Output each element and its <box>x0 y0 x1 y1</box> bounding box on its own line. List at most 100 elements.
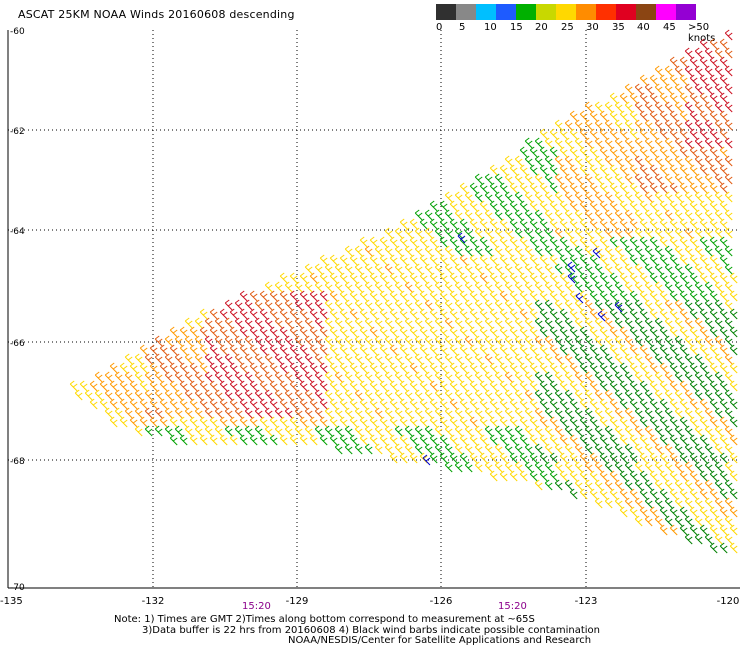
wind-barb <box>714 461 723 473</box>
wind-barb <box>424 317 433 329</box>
wind-barb <box>604 191 613 203</box>
wind-barb <box>624 461 633 473</box>
wind-barb <box>449 218 458 230</box>
wind-barb <box>549 164 558 176</box>
wind-barb <box>239 308 248 320</box>
wind-barb <box>594 407 603 419</box>
wind-barb <box>439 416 448 428</box>
wind-barb <box>719 398 728 410</box>
wind-barb <box>559 272 568 284</box>
wind-barb <box>429 290 438 302</box>
wind-barb <box>649 164 658 176</box>
wind-barb <box>164 407 173 419</box>
wind-barb <box>439 254 448 266</box>
wind-barb <box>659 272 668 284</box>
wind-barb <box>609 128 618 140</box>
wind-barb <box>654 497 663 509</box>
wind-barb <box>674 65 683 77</box>
wind-barb <box>674 335 683 347</box>
wind-barb <box>389 362 398 374</box>
wind-barb <box>704 443 713 455</box>
wind-barb <box>654 389 663 401</box>
wind-barb <box>704 191 713 203</box>
wind-barb <box>184 389 193 401</box>
wind-barb <box>574 443 583 455</box>
legend-swatch <box>636 4 656 20</box>
wind-barb <box>124 371 133 383</box>
wind-barb <box>624 191 633 203</box>
wind-barb <box>724 389 733 401</box>
wind-barb <box>104 371 113 383</box>
wind-barb <box>649 362 658 374</box>
wind-barb <box>609 434 618 446</box>
wind-barb <box>574 119 583 131</box>
wind-barb <box>584 119 593 131</box>
wind-barb <box>584 425 593 437</box>
wind-barb <box>154 425 163 437</box>
wind-barb <box>109 398 118 410</box>
wind-barb <box>389 254 398 266</box>
wind-barb <box>644 281 653 293</box>
wind-barb <box>659 290 668 302</box>
wind-barb <box>274 389 283 401</box>
wind-barb <box>669 110 678 122</box>
wind-barb <box>364 317 373 329</box>
wind-barb <box>179 416 188 428</box>
wind-barb <box>529 326 538 338</box>
wind-barb <box>694 461 703 473</box>
wind-barb <box>399 398 408 410</box>
wind-barb <box>594 281 603 293</box>
wind-barb <box>249 326 258 338</box>
wind-barb <box>309 308 318 320</box>
wind-barb <box>374 353 383 365</box>
wind-barb <box>184 317 193 329</box>
wind-barb <box>494 461 503 473</box>
wind-barb <box>424 209 433 221</box>
wind-barb <box>294 371 303 383</box>
wind-barb <box>644 371 653 383</box>
wind-barb <box>194 371 203 383</box>
wind-barb <box>414 353 423 365</box>
wind-barb <box>214 425 223 437</box>
wind-barb <box>189 326 198 338</box>
wind-barb <box>699 200 708 212</box>
wind-barb <box>409 380 418 392</box>
wind-barb <box>724 281 733 293</box>
wind-barb <box>464 371 473 383</box>
wind-barb <box>574 317 583 329</box>
wind-barb <box>294 299 303 311</box>
wind-barb <box>719 488 728 500</box>
wind-barb <box>124 353 133 365</box>
wind-barb <box>389 290 398 302</box>
wind-barb <box>524 137 533 149</box>
wind-barb <box>279 380 288 392</box>
wind-barb <box>549 182 558 194</box>
wind-barb <box>724 209 733 221</box>
wind-barb <box>669 524 678 536</box>
wind-barb <box>329 344 338 356</box>
wind-barb <box>254 317 263 329</box>
wind-barb <box>589 326 598 338</box>
wind-barb <box>609 182 618 194</box>
wind-barb <box>559 200 568 212</box>
wind-barb <box>389 326 398 338</box>
wind-barb <box>704 371 713 383</box>
wind-barb <box>359 254 368 266</box>
wind-barb <box>639 200 648 212</box>
legend-color-bar <box>436 4 696 20</box>
wind-barb <box>634 281 643 293</box>
wind-barb <box>704 173 713 185</box>
latitude-tick-label: -60 <box>10 27 25 37</box>
wind-barb <box>199 326 208 338</box>
wind-barb <box>664 227 673 239</box>
wind-barb <box>654 515 663 527</box>
wind-barb <box>674 191 683 203</box>
wind-barb <box>489 344 498 356</box>
wind-barb <box>699 326 708 338</box>
wind-barb <box>724 299 733 311</box>
wind-barb <box>419 380 428 392</box>
wind-barb <box>259 398 268 410</box>
wind-barb <box>604 299 613 311</box>
wind-barb <box>464 263 473 275</box>
wind-barb <box>579 290 588 302</box>
